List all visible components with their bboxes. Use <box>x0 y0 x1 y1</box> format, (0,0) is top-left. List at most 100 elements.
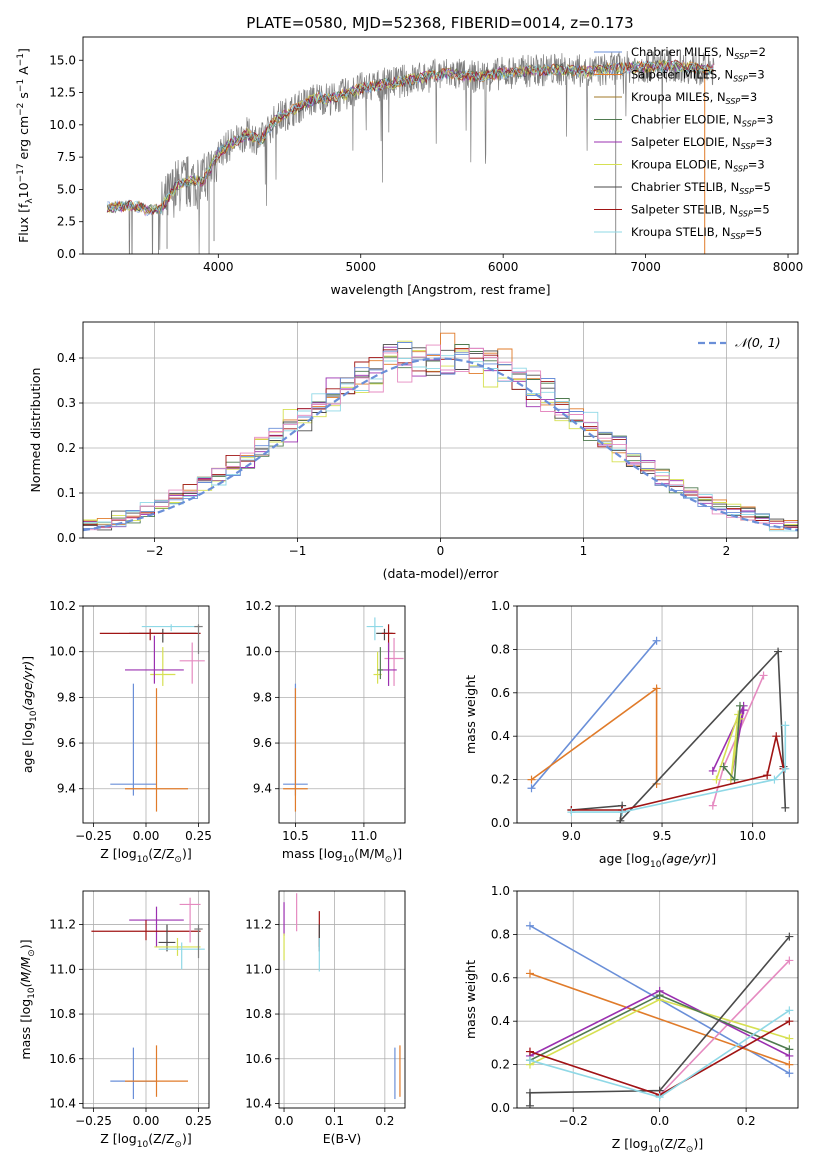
weight_vs_age-marker <box>781 764 790 773</box>
age_vs_Z-ytick-label: 9.4 <box>57 782 76 796</box>
age_vs_Z-errorbars <box>99 624 205 812</box>
residuals-axes: −2 −1 0 1 2 0.0 0.1 0.2 0.3 0.4 (data-model)/error… <box>28 321 799 581</box>
weight_vs_age-marker <box>781 803 790 812</box>
weight_vs_Z-lines <box>525 921 794 1108</box>
weight_vs_age-marker <box>652 636 661 645</box>
weight_vs_age-ylabel: mass weight <box>463 675 478 754</box>
weight_vs_Z-marker <box>525 1047 534 1056</box>
mass_vs_Z-xtick-label: −0.25 <box>75 1114 112 1128</box>
mass_vs_Z-frame <box>82 890 210 1109</box>
weight_vs_Z-marker <box>525 1088 534 1097</box>
age_vs_mass-ytick-label: 9.6 <box>253 736 272 750</box>
weight_vs_age-ytick-label: 1.0 <box>491 599 510 613</box>
mass_vs_ebv-axes: 0.0 0.1 0.2 10.4 10.6 10.8 11.0 11.2 E(B-V) <box>245 890 406 1146</box>
weight_vs_age-marker <box>712 775 721 784</box>
legend-entry-label: Chabrier MILES, NSSP=2 <box>631 45 766 61</box>
weight_vs_Z-series-line <box>529 972 790 1066</box>
age_vs_mass-xlabel: mass [log10(M/M⊙)] <box>282 846 402 865</box>
gaussian-legend-label: 𝒩(0, 1) <box>735 335 781 350</box>
age_vs_mass-ytick-label: 10.2 <box>245 599 272 613</box>
weight_vs_Z-ytick-label: 0.6 <box>491 971 510 985</box>
weight_vs_age-marker <box>759 671 768 680</box>
mass_vs_Z-errorbars <box>91 897 205 1100</box>
mass_vs_ebv-xtick-label: 0.1 <box>325 1114 344 1128</box>
spectrum-xtick-label: 8000 <box>773 260 804 274</box>
age_vs_mass-errorbars <box>283 617 404 812</box>
weight_vs_Z-marker <box>785 1017 794 1026</box>
legend-entry-label: Chabrier STELIB, NSSP=5 <box>631 180 771 196</box>
weight_vs_Z-marker <box>785 1069 794 1078</box>
spectrum-xtick-label: 5000 <box>345 260 376 274</box>
age_vs_Z-xtick-label: −0.25 <box>75 829 112 843</box>
residuals-ytick-label: 0.0 <box>57 531 76 545</box>
legend-entry-label: Kroupa STELIB, NSSP=5 <box>631 225 762 241</box>
spectrum-data-line <box>106 49 715 254</box>
mass_vs_Z-axes: −0.25 0.00 0.25 10.4 10.6 10.8 11.0 11.2 Z [log1… <box>18 890 212 1150</box>
mass_vs_Z-ytick-label: 10.6 <box>49 1052 76 1066</box>
weight_vs_Z-marker <box>655 1093 664 1102</box>
age_vs_Z-axes: −0.25 0.00 0.25 9.4 9.6 9.8 10.0 10.2 Z [log10(Z… <box>20 599 212 865</box>
spectrum-ytick-label: 15.0 <box>49 53 76 67</box>
spectrum-frame <box>82 36 799 255</box>
figure-title: PLATE=0580, MJD=52368, FIBERID=0014, z=0… <box>246 14 633 32</box>
mass_vs_ebv-xtick-label: 0.2 <box>375 1114 394 1128</box>
weight_vs_age-ytick-label: 0.2 <box>491 773 510 787</box>
weight_vs_age-marker <box>763 771 772 780</box>
age_vs_Z-xtick-label: 0.25 <box>185 829 212 843</box>
weight_vs_age-marker <box>770 775 779 784</box>
legend-entry-label: Salpeter MILES, NSSP=3 <box>631 68 765 84</box>
mass_vs_Z-xtick-label: 0.25 <box>185 1114 212 1128</box>
weight_vs_Z-xtick-label: −0.2 <box>559 1114 588 1128</box>
weight_vs_age-marker <box>734 710 743 719</box>
weight_vs_Z-marker <box>655 991 664 1000</box>
weight_vs_age-marker <box>618 808 627 817</box>
residuals-ytick-label: 0.4 <box>57 351 76 365</box>
weight_vs_age-xtick-label: 9.0 <box>562 829 581 843</box>
spectrum-legend: Chabrier MILES, NSSP=2 Salpeter MILES, NS… <box>594 45 773 241</box>
legend-entry-label: Salpeter STELIB, NSSP=5 <box>631 203 770 219</box>
weight_vs_age-marker <box>616 816 625 823</box>
weight_vs_age-xlabel: age [log10(age/yr)] <box>599 851 716 870</box>
age_vs_Z-frame <box>82 605 210 824</box>
weight_vs_Z-marker <box>525 1101 534 1108</box>
weight_vs_age-marker <box>719 762 728 771</box>
weight_vs_Z-marker <box>785 1045 794 1054</box>
age_vs_Z-ytick-label: 9.8 <box>57 690 76 704</box>
weight_vs_age-marker <box>527 775 536 784</box>
spectrum-model-line <box>106 60 714 215</box>
weight_vs_Z-marker <box>525 969 534 978</box>
residuals-ytick-label: 0.1 <box>57 486 76 500</box>
spectrum-ytick-label: 7.5 <box>57 150 76 164</box>
spectrum-xtick-label: 6000 <box>488 260 519 274</box>
age_vs_Z-ytick-label: 10.2 <box>49 599 76 613</box>
weight_vs_Z-marker <box>785 1006 794 1015</box>
weight_vs_Z-marker <box>785 932 794 941</box>
weight_vs_Z-ytick-label: 0.8 <box>491 927 510 941</box>
residuals-frame <box>82 321 799 539</box>
weight_vs_age-marker <box>567 808 576 817</box>
spectrum-lines <box>106 49 715 254</box>
age_vs_mass-xtick-label: 10.5 <box>282 829 309 843</box>
mass_vs_ebv-ytick-label: 11.0 <box>245 962 272 976</box>
mass_vs_Z-ytick-label: 10.4 <box>49 1097 76 1111</box>
residuals-xtick-label: −1 <box>289 544 307 558</box>
residuals-ylabel: Normed distribution <box>28 368 43 493</box>
weight_vs_age-xtick-label: 10.0 <box>739 829 766 843</box>
weight_vs_age-marker <box>735 701 744 710</box>
weight_vs_Z-marker <box>785 1034 794 1043</box>
age_vs_Z-xtick-label: 0.00 <box>133 829 160 843</box>
weight_vs_age-series-line <box>715 714 741 780</box>
weight_vs_age-xtick-label: 9.5 <box>652 829 671 843</box>
spectrum-xtick-label: 4000 <box>203 260 234 274</box>
weight_vs_age-marker <box>774 647 783 656</box>
mass_vs_Z-ylabel: mass [log10(M/M⊙)] <box>18 939 37 1059</box>
weight_vs_age-marker <box>772 732 781 741</box>
weight_vs_age-ytick-label: 0.0 <box>491 816 510 830</box>
weight_vs_age-marker <box>527 784 536 793</box>
weight_vs_age-marker <box>652 684 661 693</box>
weight_vs_age-lines <box>527 636 790 823</box>
mass_vs_ebv-xlabel: E(B-V) <box>323 1131 362 1146</box>
age_vs_Z-ytick-label: 10.0 <box>49 645 76 659</box>
age_vs_Z-xlabel: Z [log10(Z/Z⊙)] <box>100 846 191 865</box>
age_vs_mass-ytick-label: 9.4 <box>253 782 272 796</box>
